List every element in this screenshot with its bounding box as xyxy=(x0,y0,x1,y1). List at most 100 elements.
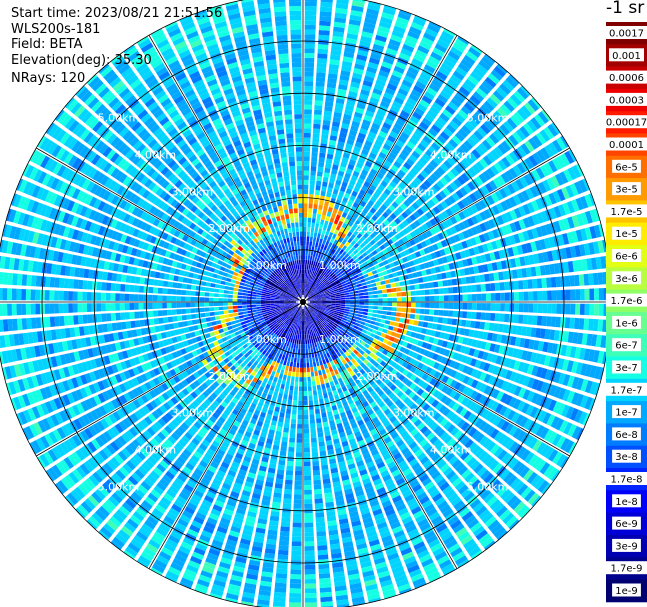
range-gate-cell xyxy=(279,388,284,394)
range-gate-cell xyxy=(353,411,360,418)
range-gate-cell xyxy=(308,246,312,251)
range-gate-cell xyxy=(343,290,349,293)
range-gate-cell xyxy=(347,354,353,361)
range-gate-cell xyxy=(345,143,353,150)
range-gate-cell xyxy=(390,147,400,156)
range-gate-cell xyxy=(285,384,290,391)
range-gate-cell xyxy=(336,283,342,287)
range-gate-cell xyxy=(339,293,345,296)
range-gate-cell xyxy=(458,384,466,393)
range-gate-cell xyxy=(271,327,277,332)
range-gate-cell xyxy=(483,362,491,372)
range-gate-cell xyxy=(303,447,310,453)
range-gate-cell xyxy=(486,152,496,163)
range-gate-cell xyxy=(328,376,333,383)
range-gate-cell xyxy=(436,166,446,176)
range-gate-cell xyxy=(304,578,316,584)
range-gate-cell xyxy=(297,348,301,354)
range-gate-cell xyxy=(335,302,341,304)
range-gate-cell xyxy=(320,379,325,385)
range-gate-cell xyxy=(328,366,334,372)
range-gate-cell xyxy=(308,400,314,406)
range-gate-cell xyxy=(457,336,464,344)
range-gate-cell xyxy=(233,436,241,444)
range-gate-cell xyxy=(317,300,322,302)
range-gate-cell xyxy=(371,250,378,256)
range-gate-cell xyxy=(381,500,392,508)
range-gate-cell xyxy=(303,381,307,387)
range-gate-cell xyxy=(338,392,345,399)
range-gate-cell xyxy=(236,507,246,515)
range-gate-cell xyxy=(522,376,531,387)
range-gate-cell xyxy=(504,292,510,301)
range-gate-cell xyxy=(436,116,447,126)
range-gate-cell xyxy=(273,391,279,398)
range-gate-cell xyxy=(324,201,330,207)
range-gate-cell xyxy=(329,59,340,66)
range-gate-cell xyxy=(253,536,265,544)
range-gate-cell xyxy=(388,78,400,87)
range-gate-cell xyxy=(487,364,495,374)
range-gate-cell xyxy=(392,100,402,109)
range-gate-cell xyxy=(479,158,489,169)
range-gate-cell xyxy=(300,320,302,326)
range-gate-cell xyxy=(186,394,195,402)
range-gate-cell xyxy=(263,403,269,409)
range-gate-cell xyxy=(335,499,345,506)
range-gate-cell xyxy=(318,157,325,163)
range-gate-cell xyxy=(334,394,340,401)
range-gate-cell xyxy=(335,418,342,425)
range-gate-cell xyxy=(304,593,317,598)
range-gate-cell xyxy=(467,75,480,86)
range-gate-cell xyxy=(273,440,281,446)
range-gate-cell xyxy=(578,179,588,193)
range-gate-cell xyxy=(245,578,258,585)
range-gate-cell xyxy=(252,541,264,548)
range-gate-cell xyxy=(334,310,340,314)
range-gate-cell xyxy=(111,492,123,504)
range-gate-cell xyxy=(439,559,452,570)
range-gate-cell xyxy=(385,47,398,56)
range-gate-cell xyxy=(517,483,529,496)
range-gate-cell xyxy=(583,273,590,286)
range-gate-cell xyxy=(371,270,378,275)
range-gate-cell xyxy=(522,279,529,290)
range-gate-cell xyxy=(233,482,243,490)
range-gate-cell xyxy=(152,508,164,518)
range-gate-cell xyxy=(531,169,541,182)
range-gate-cell xyxy=(535,459,547,472)
range-gate-cell xyxy=(569,346,577,358)
range-gate-cell xyxy=(368,305,374,309)
range-gate-cell xyxy=(431,124,441,134)
range-gate-cell xyxy=(181,435,190,444)
range-gate-cell xyxy=(361,252,368,258)
range-gate-cell xyxy=(388,168,397,176)
range-gate-cell xyxy=(420,302,426,308)
range-gate-cell xyxy=(580,228,588,241)
range-gate-cell xyxy=(348,210,355,217)
range-gate-cell xyxy=(372,203,380,211)
range-gate-cell xyxy=(298,310,300,316)
range-gate-cell xyxy=(390,354,397,361)
range-gate-cell xyxy=(262,495,271,502)
range-gate-cell xyxy=(453,178,462,188)
range-gate-cell xyxy=(341,327,347,333)
range-gate-cell xyxy=(329,458,337,465)
range-gate-cell xyxy=(382,259,389,266)
range-gate-cell xyxy=(432,412,442,421)
range-gate-cell xyxy=(317,549,328,556)
range-gate-cell xyxy=(344,109,353,116)
range-gate-cell xyxy=(593,224,602,238)
range-gate-cell xyxy=(390,316,396,321)
range-gate-cell xyxy=(466,285,472,293)
range-gate-cell xyxy=(304,6,317,11)
range-gate-cell xyxy=(303,236,306,241)
range-gate-cell xyxy=(377,184,386,192)
range-gate-cell xyxy=(244,520,255,527)
range-gate-cell xyxy=(311,246,315,252)
range-gate-cell xyxy=(372,222,379,229)
range-gate-cell xyxy=(338,313,344,317)
range-gate-cell xyxy=(347,433,355,441)
range-gate-cell xyxy=(325,382,331,389)
range-gate-cell xyxy=(395,344,402,351)
